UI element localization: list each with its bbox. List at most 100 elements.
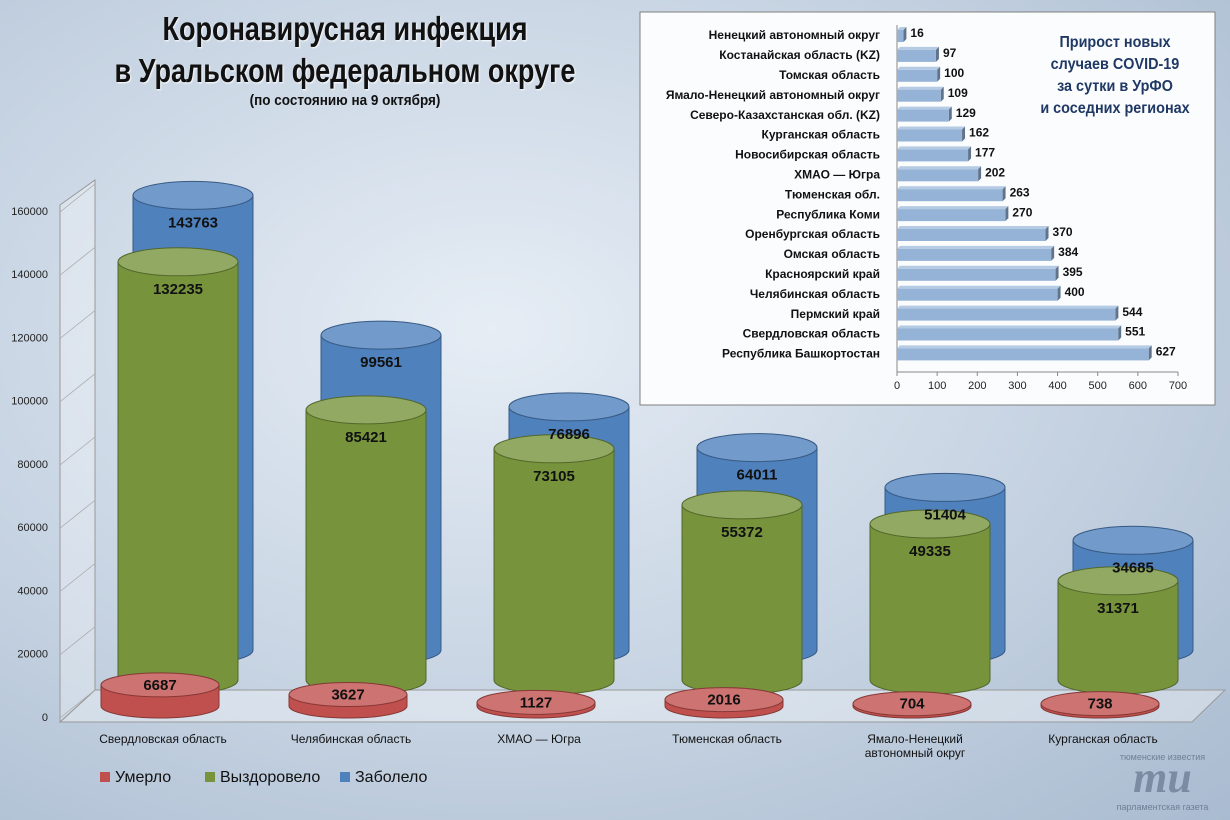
bar-face <box>897 288 1058 301</box>
bar-side <box>1057 285 1061 301</box>
bar-top <box>897 245 1055 249</box>
cylinder <box>664 687 784 719</box>
cylinder-top <box>476 689 596 715</box>
bar <box>897 325 1122 341</box>
bar-side <box>937 66 941 82</box>
chart-subtitle: (по состоянию на 9 октября) <box>249 92 441 109</box>
cylinder-top <box>852 691 972 717</box>
value-label: 143763 <box>168 214 218 231</box>
grid-line <box>59 689 96 719</box>
cylinder-top <box>869 509 991 539</box>
bar-face <box>897 209 1006 222</box>
bar-side <box>962 126 966 142</box>
legend-label: Заболело <box>355 769 427 786</box>
bar-side <box>1051 245 1055 261</box>
x-tick-label: 300 <box>1008 380 1026 392</box>
bar <box>897 226 1049 241</box>
bar <box>897 146 972 162</box>
legend-label: Выздоровело <box>220 769 320 786</box>
bar-top <box>897 46 939 50</box>
bar <box>897 46 939 62</box>
inset-title: Прирост новых случаев COVID-19 за сутки … <box>1040 34 1190 117</box>
y-tick-label: Республика Коми <box>776 207 880 221</box>
bar <box>897 206 1009 222</box>
value-label: 1127 <box>520 694 553 711</box>
grid-line <box>59 499 96 529</box>
bar-side <box>948 106 952 122</box>
x-tick-label: 0 <box>894 380 900 392</box>
bar-face <box>897 69 938 82</box>
bar-face <box>897 189 1003 202</box>
bar <box>897 86 944 102</box>
y-tick-label: Северо-Казахстанская обл. (KZ) <box>690 108 880 122</box>
bar-top <box>897 66 941 70</box>
cylinder-top <box>305 395 427 425</box>
value-label: 76896 <box>548 426 590 443</box>
watermark-top: тюменские известия <box>1119 752 1206 762</box>
value-label: 270 <box>1012 205 1032 219</box>
bar <box>897 106 952 122</box>
cylinder <box>852 691 972 719</box>
grid-line <box>59 563 96 592</box>
grid-line <box>59 246 96 276</box>
cylinder-top <box>100 672 220 698</box>
bar-face <box>897 248 1052 261</box>
bar-face <box>897 229 1046 241</box>
legend-label: Умерло <box>115 769 171 786</box>
value-label: 544 <box>1122 305 1142 319</box>
cylinder <box>493 434 615 695</box>
bar-top <box>897 86 944 90</box>
y-tick-label: Челябинская область <box>750 287 880 301</box>
cylinder-top <box>1057 566 1179 596</box>
y-tick-label: Пермский край <box>791 307 880 321</box>
value-label: 49335 <box>909 543 951 560</box>
value-label: 85421 <box>345 429 387 446</box>
cylinder-body <box>1057 580 1179 695</box>
value-label: 395 <box>1063 265 1083 279</box>
x-tick-label: 500 <box>1089 380 1107 392</box>
cylinder-top <box>320 320 442 350</box>
bar-side <box>1118 325 1122 341</box>
cylinder-top <box>288 682 408 708</box>
value-label: 73105 <box>533 468 575 485</box>
value-label: 3627 <box>331 686 364 703</box>
bar-top <box>897 325 1122 329</box>
bar-face <box>897 169 979 182</box>
bar-side <box>1005 206 1009 222</box>
y-tick-label: Ямало-Ненецкий автономный округ <box>666 88 880 102</box>
bar-side <box>968 146 972 162</box>
bar-side <box>1055 265 1059 281</box>
x-tick-label: Курганская область <box>1048 732 1158 746</box>
value-label: 384 <box>1058 245 1078 259</box>
bar <box>897 245 1055 261</box>
legend-swatch <box>205 772 215 782</box>
bar-top <box>897 126 966 130</box>
value-label: 51404 <box>924 506 966 523</box>
bar <box>897 126 966 142</box>
cylinder-body <box>117 261 239 695</box>
value-label: 551 <box>1125 325 1145 339</box>
bar-top <box>897 285 1061 289</box>
bar-face <box>897 129 963 142</box>
value-label: 129 <box>956 106 976 120</box>
x-tick-label: 100 <box>928 380 946 392</box>
cylinder-top <box>493 434 615 464</box>
cylinder-top <box>117 247 239 277</box>
cylinder <box>1040 691 1160 719</box>
y-tick-label: Красноярский край <box>765 267 880 281</box>
bar-side <box>1148 345 1152 361</box>
watermark-bottom: парламентская газета <box>1116 802 1209 812</box>
value-label: 738 <box>1087 696 1112 713</box>
bar <box>897 305 1119 321</box>
value-label: 263 <box>1010 185 1030 199</box>
bar-side <box>903 27 907 42</box>
bar-top <box>897 226 1049 229</box>
value-label: 99561 <box>360 354 402 371</box>
bar <box>897 166 982 182</box>
bar-top <box>897 186 1006 190</box>
value-label: 202 <box>985 165 1005 179</box>
cylinder-body <box>305 409 427 695</box>
y-tick-label: 0 <box>42 712 48 724</box>
